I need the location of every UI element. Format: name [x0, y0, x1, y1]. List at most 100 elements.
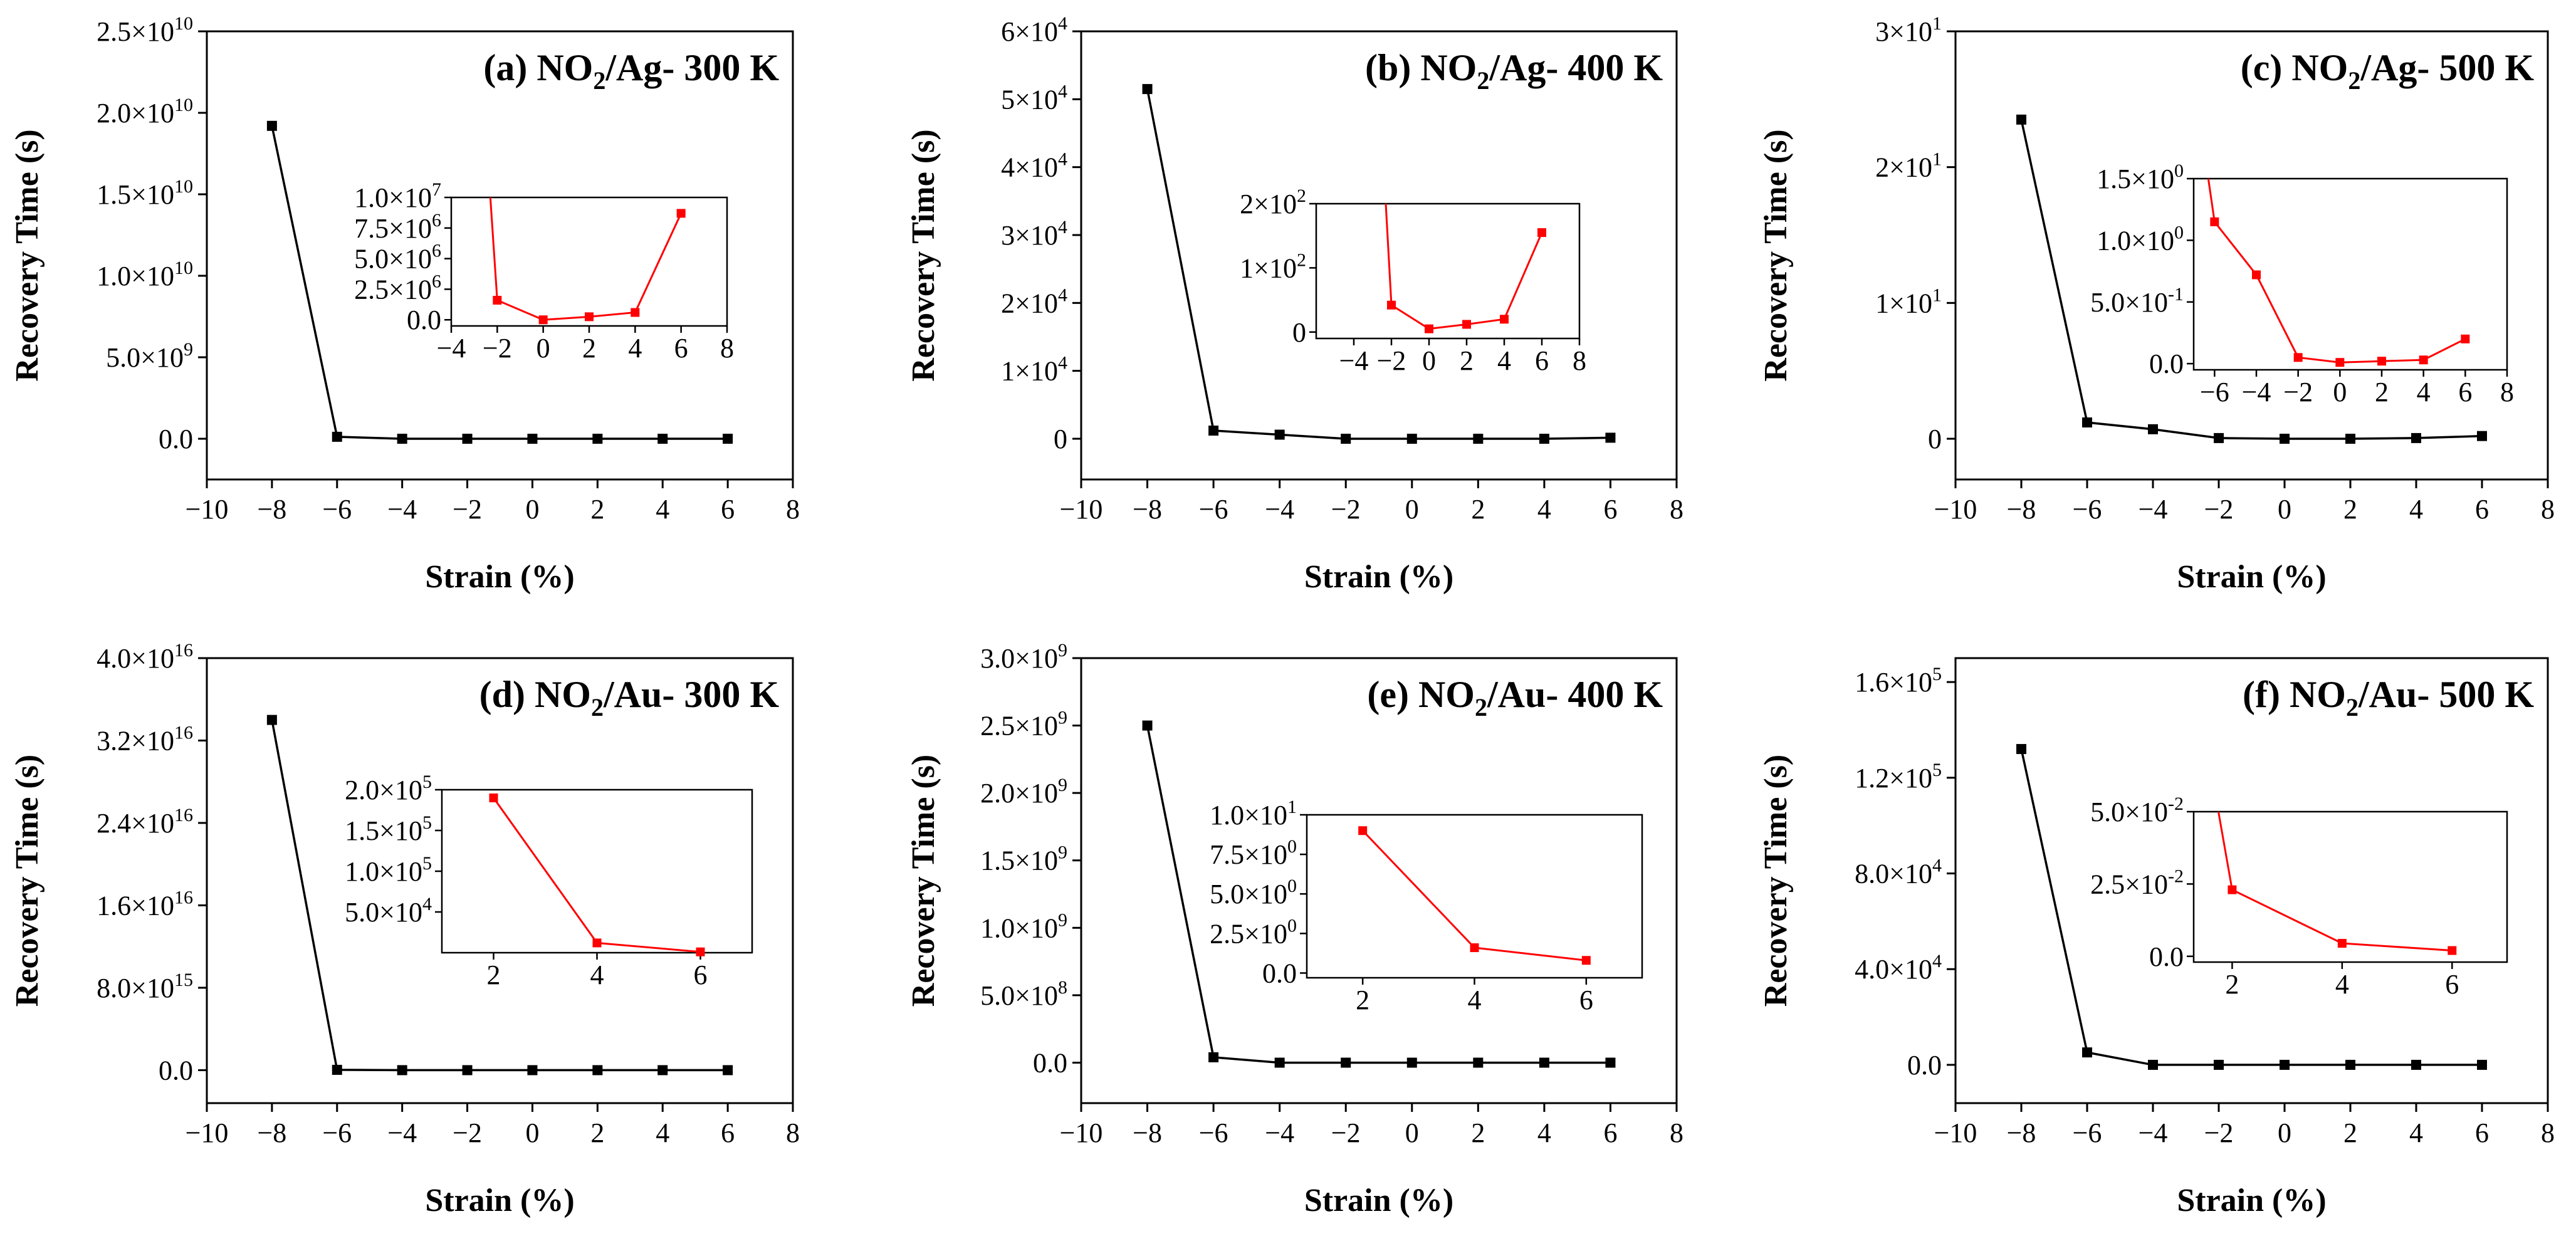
series-line — [2020, 119, 2483, 440]
y-tick-label: 4×104 — [1001, 149, 1067, 183]
y-tick-label: 5.0×108 — [980, 977, 1067, 1011]
data-point — [1142, 720, 1153, 731]
inset-data-point — [2448, 946, 2457, 955]
x-tick-label: −8 — [1133, 494, 1162, 525]
data-point — [462, 1065, 473, 1076]
inset-x-tick-label: 2 — [1460, 345, 1474, 376]
plot-frame — [206, 30, 794, 481]
x-tick-label: 8 — [1670, 1118, 1683, 1148]
inset-y-tick-label: 1.0×101 — [1210, 797, 1297, 830]
inset-x-tick-label: 2 — [2225, 969, 2239, 1000]
x-tick-label: −2 — [453, 494, 482, 525]
data-point — [2345, 1059, 2355, 1070]
y-tick-label: 1×104 — [1001, 353, 1067, 387]
data-point — [1539, 434, 1549, 444]
data-point — [1208, 426, 1219, 436]
x-tick-label: −10 — [1934, 494, 1977, 525]
x-tick-label: −2 — [2204, 1118, 2234, 1148]
y-tick-label: 8.0×1015 — [97, 970, 193, 1003]
data-point — [527, 434, 538, 444]
data-point — [2477, 431, 2487, 441]
inset-x-tick-label: 6 — [674, 333, 688, 364]
panel-title: (d) NO2/Au- 300 K — [479, 674, 780, 721]
x-axis-label: Strain (%) — [425, 559, 574, 595]
y-tick-label: 1.2×105 — [1855, 760, 1942, 793]
x-tick-label: 6 — [1603, 1118, 1617, 1148]
series-line — [2020, 748, 2482, 1066]
panel-a: −10 −8 −6 −4 −2 0 2 4 6 8 0.0 5.0×109 1.0×1010 1.5×10… — [9, 13, 800, 595]
x-tick-label: −8 — [2007, 494, 2036, 525]
inset-x-tick-label: 8 — [1573, 345, 1586, 376]
y-tick-label: 0.0 — [1907, 1050, 1942, 1081]
x-tick-label: −6 — [322, 494, 352, 525]
x-tick-label: 8 — [2541, 1118, 2555, 1148]
inset-x-tick-label: 4 — [628, 333, 642, 364]
inset-data-point — [2419, 355, 2428, 365]
x-tick-label: 6 — [1603, 494, 1617, 525]
inset-y-tick-label: 5.0×106 — [354, 241, 441, 275]
x-tick-label: 8 — [786, 494, 800, 525]
data-point — [657, 434, 668, 444]
data-point — [723, 1065, 733, 1076]
inset-y-tick-label: 1.0×107 — [354, 179, 441, 213]
inset-data-point — [1358, 826, 1368, 835]
inset: 2 4 6 0.0 2.5×10-2 5.0×10-2 — [2090, 793, 2508, 1000]
inset: 2 4 6 0.0 2.5×100 5.0×100 7.5×100 1.0×101 — [1210, 797, 1643, 1015]
data-point — [592, 1065, 603, 1076]
data-point — [2411, 432, 2421, 443]
inset-x-tick-label: 6 — [694, 960, 708, 990]
data-point — [1142, 84, 1153, 95]
x-tick-label: 0 — [1405, 1118, 1419, 1148]
series-line — [1146, 725, 1611, 1064]
data-point — [1539, 1057, 1549, 1068]
inset-x-tick-label: −2 — [483, 333, 512, 364]
inset-frame — [2192, 177, 2508, 371]
inset-frame — [1315, 202, 1581, 340]
plot-frame — [206, 657, 794, 1104]
panel-title: (e) NO2/Au- 400 K — [1367, 674, 1663, 721]
inset-frame — [2192, 810, 2508, 963]
inset-y-tick-label: 2.0×105 — [345, 772, 432, 805]
y-tick-label: 2×101 — [1875, 149, 1942, 183]
x-tick-label: −4 — [387, 494, 417, 525]
x-tick-label: 2 — [2343, 494, 2357, 525]
inset-y-tick-label: 2.5×10-2 — [2090, 866, 2184, 899]
inset-data-point — [1462, 320, 1471, 329]
x-tick-label: 0 — [2278, 494, 2291, 525]
inset-x-tick-label: 0 — [1422, 345, 1436, 376]
data-point — [1341, 434, 1351, 444]
x-tick-label: −2 — [1331, 494, 1361, 525]
y-tick-label: 3.0×109 — [980, 640, 1067, 674]
plot-frame — [1080, 30, 1678, 481]
panel-f: −10 −8 −6 −4 −2 0 2 4 6 8 0.0 4.0×104 8.0×104 1.2×105… — [1758, 657, 2555, 1218]
x-tick-label: −8 — [257, 1118, 286, 1148]
inset: −6 −4 −2 0 2 4 6 8 0.0 5.0×10-1 1.0×100 1.5×100 — [2090, 160, 2514, 407]
inset-y-tick-label: 0.0 — [2149, 348, 2184, 379]
data-point — [1274, 1057, 1285, 1068]
inset-series-line — [1385, 204, 1543, 330]
panel-title: (a) NO2/Ag- 300 K — [483, 47, 779, 95]
data-point — [1341, 1057, 1351, 1068]
inset-data-point — [592, 938, 602, 948]
data-point — [1473, 1057, 1484, 1068]
inset-data-point — [2228, 885, 2237, 894]
inset-x-tick-label: 2 — [2375, 377, 2389, 407]
panel-title: (c) NO2/Ag- 500 K — [2241, 47, 2535, 95]
inset-y-tick-label: 1.0×105 — [345, 853, 432, 887]
data-point — [462, 434, 473, 444]
inset-y-tick-label: 0.0 — [2149, 941, 2184, 972]
y-tick-label: 6×104 — [1001, 13, 1067, 47]
data-point — [2477, 1059, 2487, 1070]
data-point — [592, 434, 603, 444]
data-point — [1605, 432, 1616, 443]
data-point — [527, 1065, 538, 1076]
inset-x-tick-label: 2 — [487, 960, 501, 990]
x-tick-label: 4 — [656, 494, 669, 525]
y-tick-label: 3×104 — [1001, 217, 1067, 251]
x-tick-label: 0 — [1405, 494, 1419, 525]
x-tick-label: −6 — [2073, 494, 2102, 525]
x-tick-label: −10 — [186, 494, 229, 525]
y-axis-label: Recovery Time (s) — [9, 755, 45, 1007]
